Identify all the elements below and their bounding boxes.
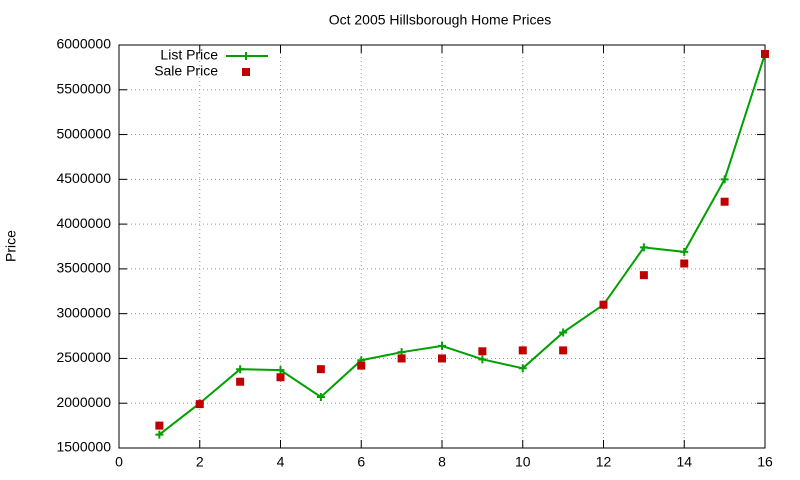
point (236, 377, 245, 386)
point (438, 341, 446, 350)
point (155, 421, 164, 430)
legend-label: List Price (160, 47, 218, 63)
x-tick-label: 8 (438, 454, 446, 470)
x-tick-label: 0 (115, 454, 123, 470)
y-tick-label: 5500000 (56, 80, 111, 96)
point (680, 259, 689, 268)
y-tick-label: 3000000 (56, 304, 111, 320)
chart-title: Oct 2005 Hillsborough Home Prices (329, 12, 552, 28)
point (518, 364, 527, 373)
point (438, 354, 446, 363)
point (761, 49, 769, 58)
point (316, 365, 325, 374)
point (276, 366, 285, 375)
y-tick-label: 2500000 (56, 349, 111, 365)
y-tick-label: 2000000 (56, 394, 111, 410)
point (478, 355, 487, 364)
series-line (158, 53, 766, 436)
point (599, 300, 608, 309)
point (316, 392, 325, 401)
point (559, 328, 568, 337)
legend-marker (242, 68, 250, 76)
y-tick-label: 3500000 (56, 260, 111, 276)
point (478, 347, 487, 356)
point (720, 175, 729, 184)
x-tick-label: 2 (196, 454, 204, 470)
point (236, 365, 245, 374)
point (559, 346, 568, 355)
x-tick-label: 6 (357, 454, 365, 470)
y-tick-label: 4000000 (56, 215, 111, 231)
point (639, 243, 648, 252)
point (155, 430, 164, 439)
x-tick-label: 12 (596, 454, 612, 470)
y-tick-label: 1500000 (56, 439, 111, 455)
x-tick-label: 16 (757, 454, 773, 470)
point (276, 373, 285, 382)
y-tick-label: 4500000 (56, 170, 111, 186)
point (397, 354, 406, 363)
x-tick-label: 4 (277, 454, 285, 470)
legend-label: Sale Price (154, 63, 218, 79)
plot-frame (118, 44, 766, 449)
point (720, 197, 729, 206)
point (195, 400, 204, 409)
point (518, 346, 527, 355)
x-tick-label: 14 (676, 454, 692, 470)
y-tick-label: 6000000 (56, 36, 111, 52)
x-tick-label: 10 (515, 454, 531, 470)
point (357, 361, 366, 370)
y-axis-label: Price (3, 230, 19, 262)
y-tick-label: 5000000 (56, 125, 111, 141)
point (680, 247, 689, 256)
legend-marker (242, 52, 250, 60)
point (639, 271, 648, 280)
